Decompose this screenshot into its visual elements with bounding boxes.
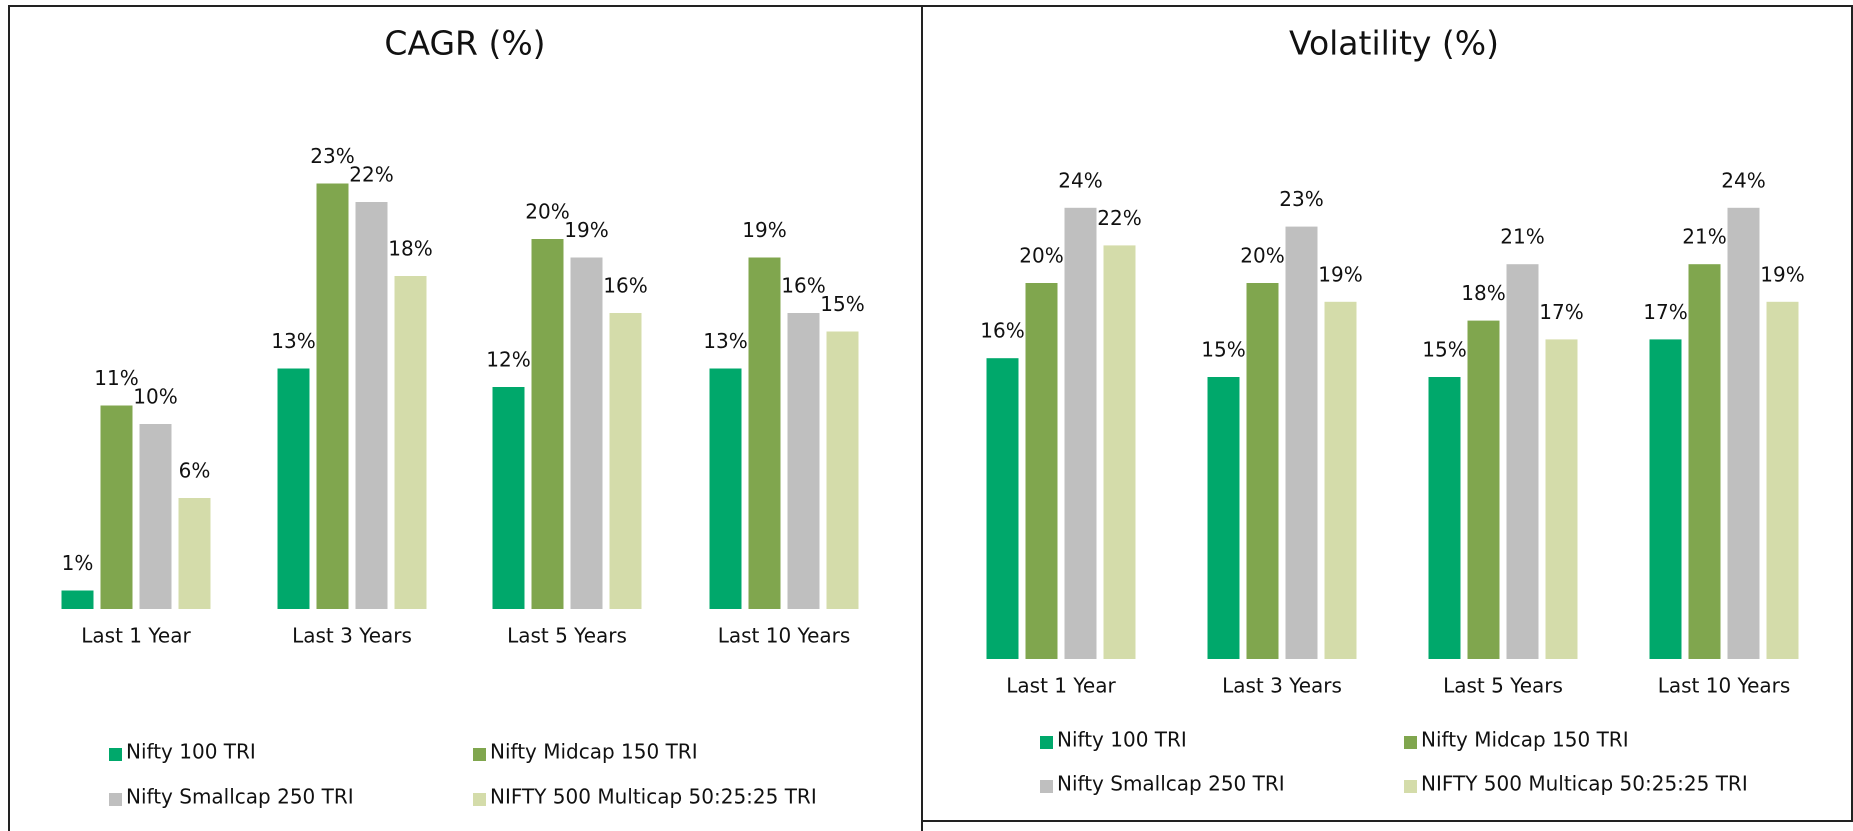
legend-swatch <box>1040 736 1053 749</box>
bar <box>1285 226 1318 659</box>
data-label: 20% <box>525 200 569 224</box>
x-tick-label: Last 5 Years <box>1443 674 1563 698</box>
x-tick-label: Last 3 Years <box>292 624 412 648</box>
bar <box>316 183 349 609</box>
data-label: 15% <box>820 292 864 316</box>
legend-swatch <box>109 748 122 761</box>
legend-label: Nifty 100 TRI <box>126 740 256 764</box>
data-label: 16% <box>980 319 1024 343</box>
legend-label: NIFTY 500 Multicap 50:25:25 TRI <box>490 785 817 809</box>
data-label: 24% <box>1721 168 1765 192</box>
x-tick-label: Last 1 Year <box>1006 674 1116 698</box>
data-label: 12% <box>486 348 530 372</box>
chart-title: Volatility (%) <box>1289 24 1499 63</box>
bar <box>1103 245 1136 659</box>
data-label: 17% <box>1643 300 1687 324</box>
bar <box>100 405 133 609</box>
legend-swatch <box>109 793 122 806</box>
legend-swatch <box>1404 780 1417 793</box>
bar <box>277 368 310 609</box>
bar <box>1246 283 1279 659</box>
data-label: 1% <box>62 551 94 575</box>
data-label: 19% <box>1760 262 1804 286</box>
bar <box>1545 339 1578 659</box>
data-label: 15% <box>1422 338 1466 362</box>
legend-label: Nifty Midcap 150 TRI <box>1421 728 1629 752</box>
data-label: 18% <box>388 237 432 261</box>
bar <box>748 257 781 609</box>
data-label: 18% <box>1461 281 1505 305</box>
bar <box>394 276 427 609</box>
bar <box>826 331 859 609</box>
legend-swatch <box>473 748 486 761</box>
data-label: 13% <box>703 329 747 353</box>
bar <box>1766 301 1799 659</box>
data-label: 17% <box>1539 300 1583 324</box>
data-label: 23% <box>1279 187 1323 211</box>
bar <box>986 358 1019 659</box>
panel-border <box>8 5 923 831</box>
data-label: 22% <box>1097 206 1141 230</box>
legend-label: Nifty Smallcap 250 TRI <box>126 785 354 809</box>
bar <box>570 257 603 609</box>
data-label: 15% <box>1201 338 1245 362</box>
bar <box>139 424 172 609</box>
chart-title: CAGR (%) <box>384 24 545 63</box>
legend-swatch <box>1040 780 1053 793</box>
bar <box>1064 207 1097 660</box>
data-label: 24% <box>1058 168 1102 192</box>
bar <box>1467 320 1500 659</box>
bar <box>178 498 211 609</box>
bar <box>1207 377 1240 659</box>
bar <box>1324 301 1357 659</box>
bar <box>609 313 642 609</box>
data-label: 11% <box>94 366 138 390</box>
legend-label: Nifty Midcap 150 TRI <box>490 740 698 764</box>
bar <box>531 239 564 609</box>
bar <box>61 590 94 609</box>
bar <box>1727 207 1760 660</box>
panel-border <box>921 5 1853 822</box>
bar <box>787 313 820 609</box>
data-label: 22% <box>349 163 393 187</box>
data-label: 10% <box>133 385 177 409</box>
data-label: 19% <box>1318 262 1362 286</box>
data-label: 19% <box>742 218 786 242</box>
data-label: 21% <box>1682 225 1726 249</box>
legend-label: Nifty 100 TRI <box>1057 728 1187 752</box>
x-tick-label: Last 10 Years <box>718 624 851 648</box>
data-label: 16% <box>781 274 825 298</box>
data-label: 6% <box>179 459 211 483</box>
data-label: 19% <box>564 218 608 242</box>
legend-label: Nifty Smallcap 250 TRI <box>1057 772 1285 796</box>
data-label: 20% <box>1019 244 1063 268</box>
legend-swatch <box>473 793 486 806</box>
bar <box>1025 283 1058 659</box>
bar <box>1428 377 1461 659</box>
bar <box>355 202 388 609</box>
bar <box>1688 264 1721 659</box>
x-tick-label: Last 1 Year <box>81 624 191 648</box>
bar <box>1649 339 1682 659</box>
bar <box>1506 264 1539 659</box>
data-label: 16% <box>603 274 647 298</box>
bar <box>709 368 742 609</box>
data-label: 20% <box>1240 244 1284 268</box>
data-label: 23% <box>310 144 354 168</box>
x-tick-label: Last 5 Years <box>507 624 627 648</box>
x-tick-label: Last 10 Years <box>1658 674 1791 698</box>
legend-label: NIFTY 500 Multicap 50:25:25 TRI <box>1421 772 1748 796</box>
legend-swatch <box>1404 736 1417 749</box>
data-label: 13% <box>271 329 315 353</box>
data-label: 21% <box>1500 225 1544 249</box>
bar <box>492 387 525 609</box>
x-tick-label: Last 3 Years <box>1222 674 1342 698</box>
